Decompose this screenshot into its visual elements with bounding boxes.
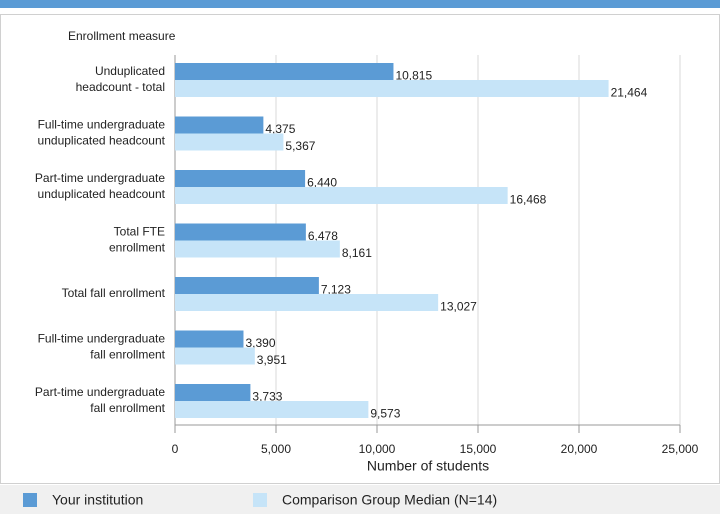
- bar: [175, 223, 306, 241]
- y-tick-label: fall enrollment: [90, 401, 165, 415]
- bar: [175, 277, 319, 294]
- value-label: 21,464: [611, 86, 648, 100]
- y-tick-label: Full-time undergraduate: [38, 118, 166, 132]
- value-label: 7,123: [321, 283, 351, 297]
- x-axis-title: Number of students: [367, 458, 489, 474]
- value-label: 8,161: [342, 246, 372, 260]
- value-label: 10,815: [395, 69, 432, 83]
- bar: [175, 240, 340, 258]
- legend-swatch: [253, 493, 267, 507]
- bar: [175, 330, 244, 348]
- y-tick-label: Unduplicated: [95, 64, 165, 78]
- y-tick-label: unduplicated headcount: [38, 187, 166, 201]
- value-label: 3,390: [245, 336, 275, 350]
- value-label: 3,951: [257, 353, 287, 367]
- bar: [175, 133, 284, 151]
- bar: [175, 384, 251, 401]
- legend-label: Your institution: [52, 492, 143, 508]
- y-tick-label: fall enrollment: [90, 348, 165, 362]
- x-tick-label: 25,000: [662, 442, 699, 456]
- top-stripe: [0, 0, 720, 8]
- y-tick-label: headcount - total: [76, 80, 165, 94]
- y-tick-label: Part-time undergraduate: [35, 385, 165, 399]
- bar: [175, 80, 609, 97]
- value-label: 4,375: [265, 122, 295, 136]
- value-label: 3,733: [252, 390, 282, 404]
- x-tick-label: 15,000: [460, 442, 497, 456]
- y-tick-label: enrollment: [109, 241, 166, 255]
- value-label: 9,573: [370, 407, 400, 421]
- legend-swatch: [23, 493, 37, 507]
- bar: [175, 63, 394, 80]
- legend-bg: [0, 485, 720, 514]
- value-label: 16,468: [510, 193, 547, 207]
- bar: [175, 294, 439, 311]
- y-tick-label: Full-time undergraduate: [38, 332, 166, 346]
- x-tick-label: 20,000: [561, 442, 598, 456]
- bar: [175, 116, 264, 134]
- y-tick-label: unduplicated headcount: [38, 134, 166, 148]
- value-label: 13,027: [440, 300, 477, 314]
- y-tick-label: Total fall enrollment: [62, 286, 166, 300]
- y-tick-label: Part-time undergraduate: [35, 171, 165, 185]
- x-tick-label: 0: [172, 442, 179, 456]
- bar: [175, 170, 306, 187]
- bar: [175, 347, 255, 365]
- y-axis-title: Enrollment measure: [68, 29, 176, 43]
- bar: [175, 187, 508, 204]
- bar: [175, 401, 369, 418]
- x-tick-label: 5,000: [261, 442, 291, 456]
- legend-label: Comparison Group Median (N=14): [282, 492, 497, 508]
- x-tick-label: 10,000: [359, 442, 396, 456]
- value-label: 5,367: [285, 139, 315, 153]
- value-label: 6,478: [308, 229, 338, 243]
- value-label: 6,440: [307, 176, 337, 190]
- y-tick-label: Total FTE: [114, 225, 165, 239]
